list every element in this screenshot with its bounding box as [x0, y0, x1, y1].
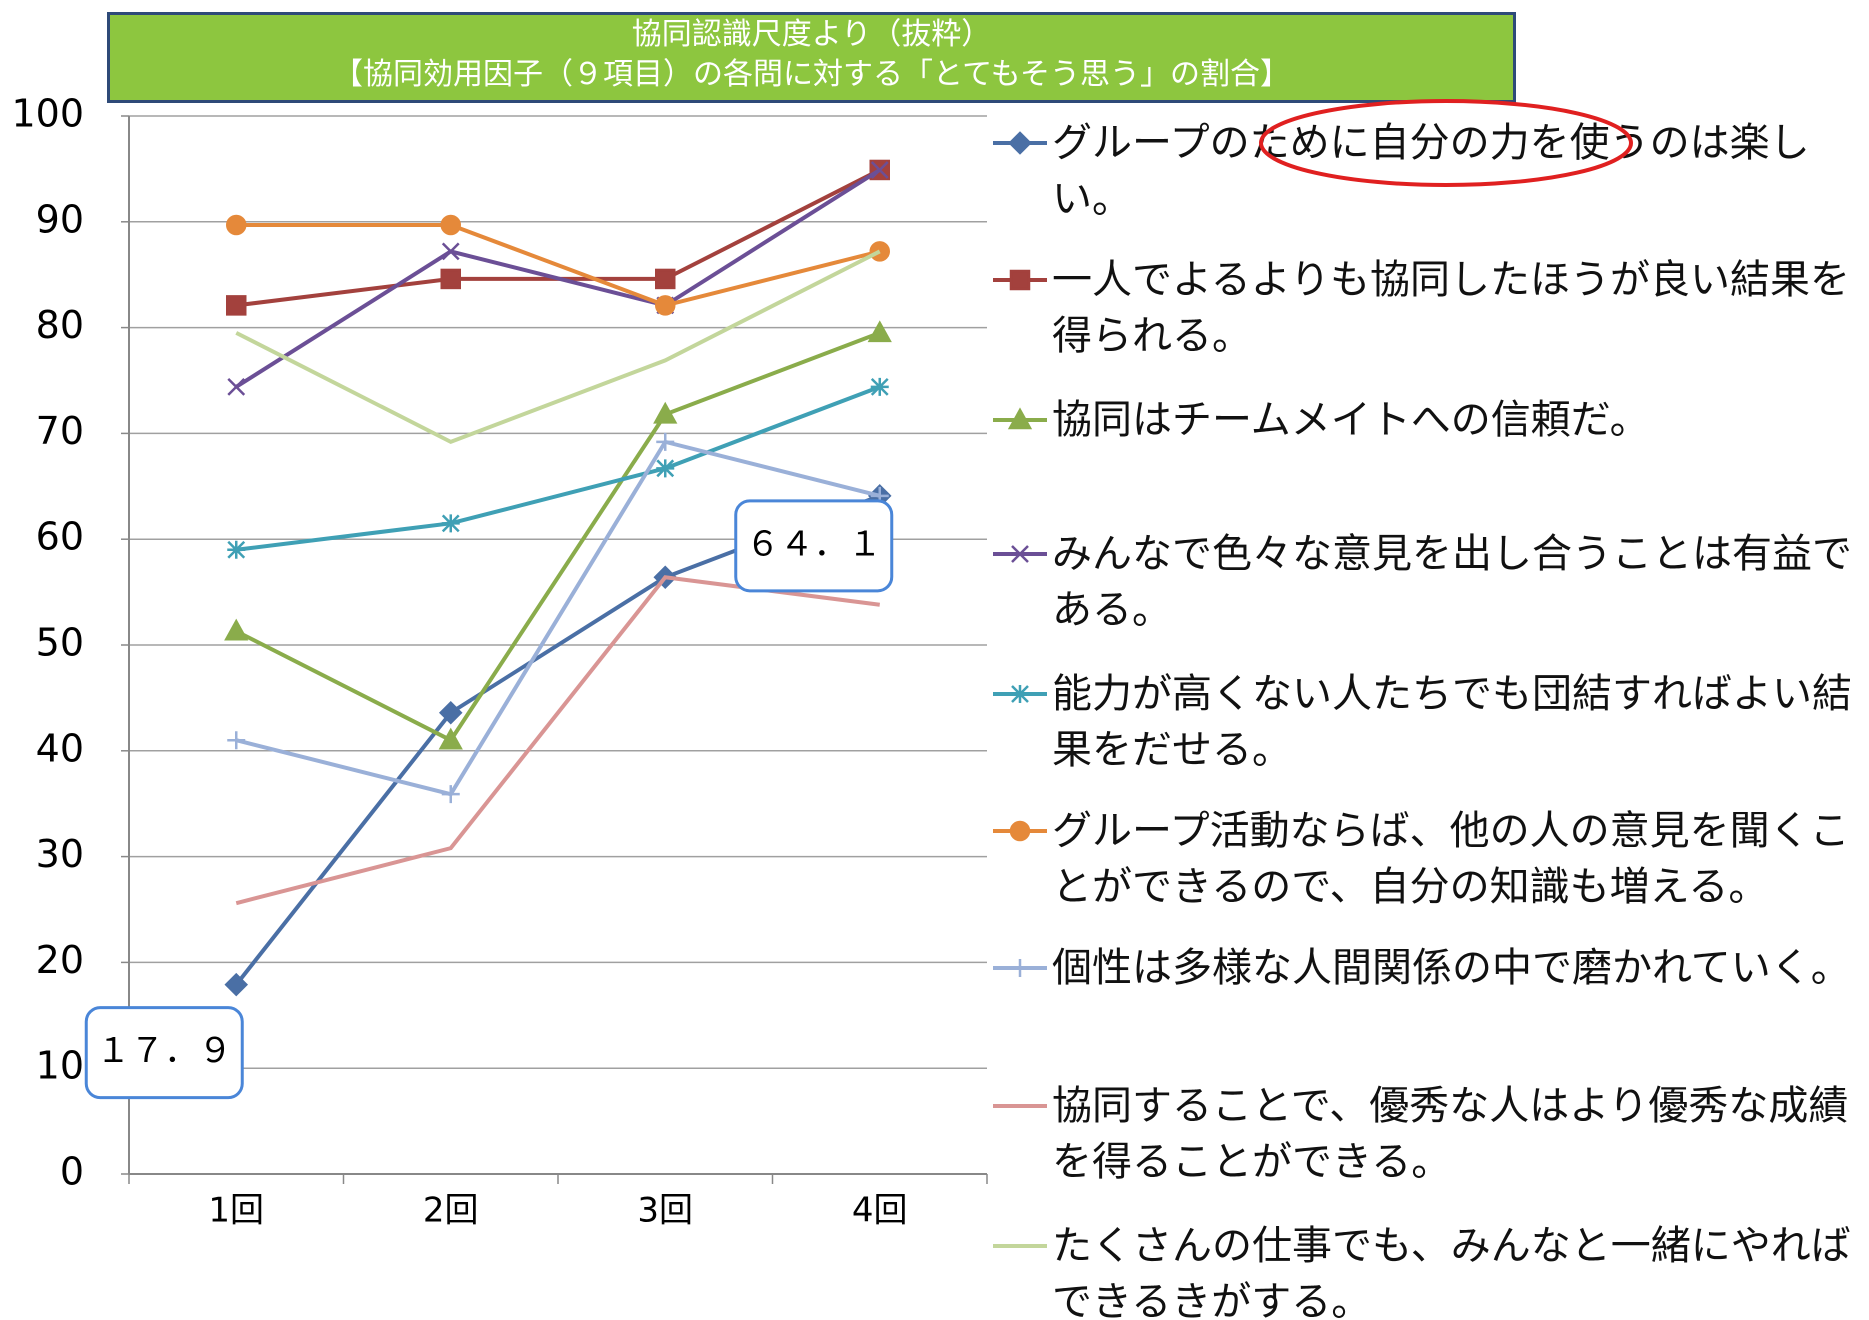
x-tick-label: 4回	[852, 1191, 908, 1231]
data-label: １７．９	[96, 1031, 232, 1071]
marker	[870, 161, 889, 179]
marker	[438, 700, 463, 725]
y-tick-label: 40	[36, 726, 84, 770]
callout-box	[84, 1006, 244, 1100]
series-line	[236, 384, 881, 552]
y-tick-label: 30	[36, 832, 84, 876]
series-line	[236, 168, 881, 308]
y-tick-label: 70	[36, 409, 84, 453]
marker	[441, 514, 460, 533]
legend-label: 個性は多様な人間関係の中で磨かれていく。	[1052, 945, 1851, 991]
marker	[1011, 545, 1029, 563]
marker	[227, 540, 246, 559]
legend-label: たくさんの仕事でも、みんなと一緒にやればできるきがする。	[1052, 1223, 1851, 1320]
marker	[438, 727, 463, 750]
marker	[440, 214, 461, 236]
marker	[227, 731, 246, 750]
marker	[226, 295, 247, 316]
title-box: 協同認識尺度より（抜粋） 【協同効用因子（９項目）の各問に対する「とてもそう思う…	[107, 12, 1516, 103]
marker	[226, 214, 247, 236]
series-line	[235, 249, 881, 445]
y-tick-label: 90	[36, 197, 84, 241]
series-line	[235, 439, 881, 797]
series-line	[235, 168, 881, 389]
y-tick-label: 10	[36, 1044, 84, 1088]
marker	[655, 295, 676, 316]
marker	[656, 459, 675, 478]
y-tick-label: 20	[36, 938, 84, 982]
legend-label: 能力が高くない人たちでも団結すればよい結果をだせる。	[1052, 671, 1852, 773]
legend-label: グループのために自分の力を使うのは楽しい。	[1052, 120, 1810, 222]
marker	[870, 377, 889, 396]
y-tick-label: 100	[11, 92, 84, 136]
marker	[1011, 959, 1029, 977]
legend-label: みんなで色々な意見を出し合うことは有益である。	[1052, 531, 1852, 633]
series-line	[235, 331, 881, 743]
series-line	[235, 575, 881, 906]
marker	[224, 618, 249, 641]
y-tick-label: 0	[60, 1150, 84, 1194]
chart-subtitle: 【協同効用因子（９項目）の各問に対する「とてもそう思う」の割合】	[333, 57, 1290, 92]
marker	[1011, 685, 1029, 703]
marker	[867, 320, 892, 343]
x-tick-label: 2回	[423, 1191, 479, 1231]
marker	[441, 785, 460, 804]
marker	[227, 377, 246, 396]
marker	[1009, 269, 1031, 291]
marker	[1008, 131, 1032, 155]
x-tick-label: 1回	[208, 1191, 264, 1231]
marker	[1007, 407, 1033, 430]
marker	[224, 972, 249, 997]
chart-title: 協同認識尺度より（抜粋）	[631, 17, 992, 52]
x-tick-label: 3回	[637, 1191, 693, 1231]
legend-label: 協同することで、優秀な人はより優秀な成績を得ることができる。	[1052, 1083, 1849, 1185]
y-tick-label: 80	[36, 303, 84, 347]
legend-label: 一人でよるよりも協同したほうが良い結果を得られる。	[1052, 257, 1850, 359]
series-line	[236, 222, 881, 308]
marker	[441, 242, 460, 261]
marker	[656, 432, 675, 451]
callout-box	[734, 499, 894, 593]
marker	[440, 268, 461, 290]
y-tick-label: 50	[36, 621, 84, 665]
legend-label: 協同はチームメイトへの信頼だ。	[1052, 397, 1650, 443]
marker	[655, 268, 676, 290]
marker	[1009, 820, 1031, 842]
legend-label: グループ活動ならば、他の人の意見を聞くことができるので、自分の知識も増える。	[1052, 808, 1850, 910]
y-tick-label: 60	[36, 515, 84, 559]
marker	[653, 401, 678, 424]
data-label: ６４．１	[746, 524, 882, 564]
